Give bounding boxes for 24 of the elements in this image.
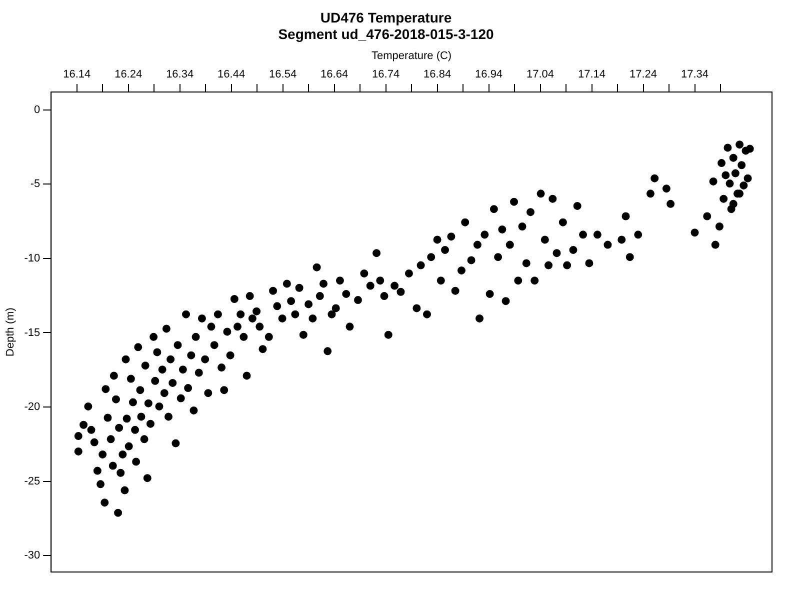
x-axis-title: Temperature (C) [372, 50, 452, 62]
x-tick-label: 17.04 [526, 68, 554, 80]
x-tick-label: 16.44 [218, 68, 246, 80]
y-axis-title: Depth (m) [4, 308, 17, 356]
y-tick-label: -10 [24, 252, 40, 264]
y-tick-label: -20 [24, 401, 40, 414]
x-tick-label: 16.54 [269, 68, 297, 80]
y-tick-label: -25 [24, 475, 40, 488]
chart-title: UD476 Temperature [320, 9, 452, 26]
x-tick-label: 16.34 [166, 68, 194, 80]
x-tick-label: 16.84 [424, 68, 452, 80]
x-tick-label: 16.24 [114, 68, 142, 80]
x-tick-label: 17.34 [680, 68, 709, 80]
x-tick-label: 16.14 [63, 68, 91, 80]
x-tick-label: 16.74 [372, 68, 400, 80]
chart-subtitle: Segment ud_476-2018-015-3-120 [278, 26, 494, 42]
y-tick-label: -30 [24, 550, 40, 562]
x-tick-label: 17.24 [630, 68, 658, 80]
y-tick-label: -5 [30, 178, 40, 190]
y-tick-label: 0 [34, 104, 40, 116]
y-tick-label: -15 [24, 326, 40, 339]
x-tick-label: 17.14 [578, 68, 606, 80]
x-tick-label: 16.94 [475, 68, 503, 80]
x-tick-label: 16.64 [320, 68, 348, 80]
